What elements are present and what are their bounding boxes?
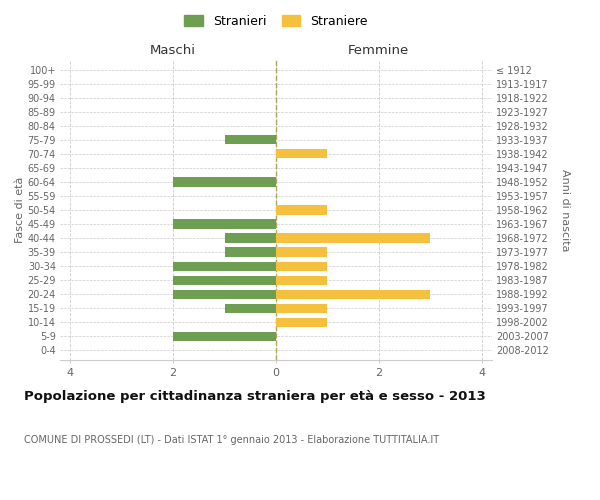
Bar — [173, 290, 276, 298]
Bar — [276, 290, 430, 298]
Bar — [224, 304, 276, 312]
Y-axis label: Fasce di età: Fasce di età — [14, 177, 25, 243]
Bar — [224, 248, 276, 256]
Text: Popolazione per cittadinanza straniera per età e sesso - 2013: Popolazione per cittadinanza straniera p… — [24, 390, 486, 403]
Bar — [224, 136, 276, 144]
Bar — [224, 234, 276, 242]
Bar — [173, 332, 276, 340]
Bar — [276, 318, 328, 326]
Text: Maschi: Maschi — [150, 44, 196, 57]
Bar — [276, 304, 328, 312]
Bar — [276, 150, 328, 158]
Bar — [276, 206, 328, 214]
Y-axis label: Anni di nascita: Anni di nascita — [560, 169, 570, 251]
Bar — [173, 220, 276, 228]
Bar — [173, 178, 276, 186]
Bar — [276, 262, 328, 270]
Legend: Stranieri, Straniere: Stranieri, Straniere — [179, 10, 373, 33]
Bar — [173, 276, 276, 284]
Text: COMUNE DI PROSSEDI (LT) - Dati ISTAT 1° gennaio 2013 - Elaborazione TUTTITALIA.I: COMUNE DI PROSSEDI (LT) - Dati ISTAT 1° … — [24, 435, 439, 445]
Bar — [276, 234, 430, 242]
Bar — [173, 262, 276, 270]
Bar — [276, 276, 328, 284]
Bar — [276, 248, 328, 256]
Text: Femmine: Femmine — [348, 44, 409, 57]
